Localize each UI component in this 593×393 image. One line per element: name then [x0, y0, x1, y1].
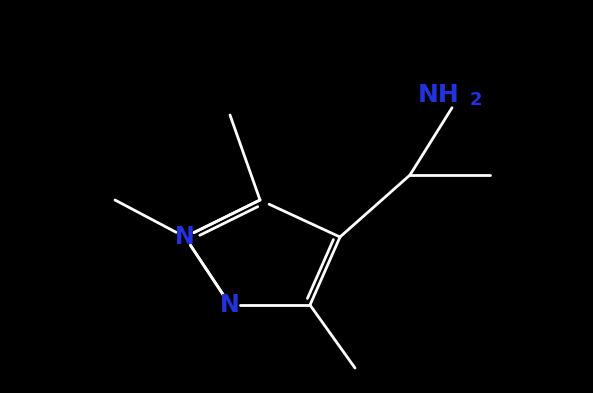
Text: N: N [220, 293, 240, 317]
Text: N: N [175, 225, 195, 249]
Text: NH: NH [418, 83, 460, 107]
Text: 2: 2 [470, 91, 483, 109]
